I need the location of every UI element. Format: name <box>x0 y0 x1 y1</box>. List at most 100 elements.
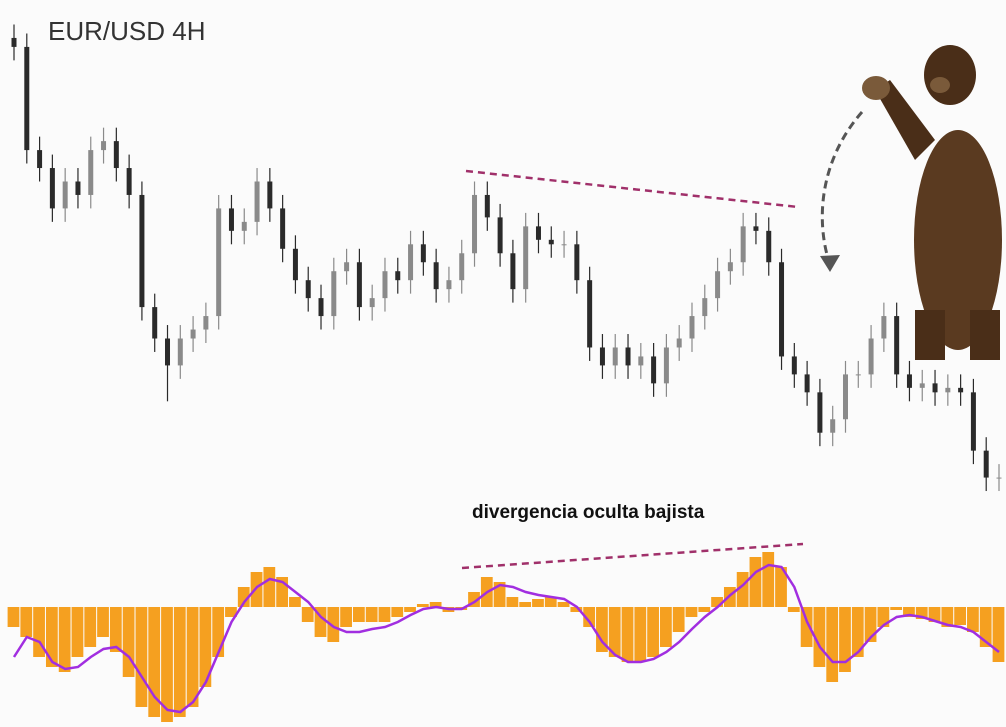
histogram-bar <box>967 607 979 632</box>
candle-body <box>945 387 951 393</box>
candle-body <box>88 150 94 195</box>
candle-body <box>459 253 465 281</box>
candle-body <box>919 383 925 388</box>
candle-body <box>395 271 401 281</box>
histogram-bar <box>941 607 954 627</box>
histogram-bar <box>851 607 864 657</box>
candle-body <box>165 338 171 366</box>
arrow <box>820 111 864 266</box>
histogram-bar <box>416 604 429 607</box>
histogram-bar <box>276 577 289 607</box>
histogram-bar <box>711 597 723 607</box>
candle-body <box>535 226 541 240</box>
candle-body <box>625 347 631 366</box>
macd-panel <box>7 552 1005 722</box>
histogram-bar <box>212 607 225 657</box>
histogram-bar <box>378 607 391 622</box>
histogram-bar <box>813 607 826 667</box>
candle-body <box>766 230 772 263</box>
histogram-bar <box>199 607 212 687</box>
candle-body <box>254 181 260 222</box>
candle-body <box>113 141 119 169</box>
candle-body <box>523 226 529 290</box>
histogram-bar <box>557 602 570 607</box>
candle-body <box>11 37 17 47</box>
histogram-bar <box>979 607 992 647</box>
histogram-bar <box>237 587 250 607</box>
histogram-bar <box>583 607 596 627</box>
candle-body <box>433 262 439 290</box>
candle-body <box>958 387 964 393</box>
candle-body <box>241 221 247 231</box>
histogram-bar <box>903 607 915 617</box>
divergence-line <box>465 169 799 209</box>
candle-body <box>420 244 426 263</box>
candle-body <box>139 194 145 308</box>
histogram-bar <box>45 607 58 667</box>
histogram-bar <box>890 607 903 610</box>
candle-body <box>356 262 362 308</box>
histogram-bar <box>864 607 877 642</box>
histogram-bar <box>928 607 941 622</box>
candle-body <box>267 181 273 209</box>
histogram-bar <box>301 607 314 622</box>
histogram-bar <box>289 597 301 607</box>
histogram-bar <box>161 607 173 722</box>
candle-body <box>24 46 30 151</box>
histogram-bar <box>736 572 749 607</box>
histogram-bar <box>775 567 787 607</box>
histogram-bar <box>787 607 800 612</box>
chart-title: EUR/USD 4H <box>48 16 205 46</box>
candle-body <box>101 141 107 151</box>
histogram-bar <box>225 607 237 617</box>
histogram-bar <box>122 607 135 677</box>
histogram-bar <box>685 607 698 617</box>
candle-body <box>292 248 298 281</box>
candle-body <box>804 374 810 393</box>
candle-body <box>855 374 861 376</box>
histogram-bar <box>596 607 608 652</box>
candle-body <box>715 271 721 299</box>
histogram-bar <box>544 597 557 607</box>
bear <box>862 45 1002 360</box>
histogram-bar <box>634 607 647 662</box>
candle-body <box>791 356 797 375</box>
histogram-bar <box>698 607 711 612</box>
candle-body <box>344 262 350 272</box>
candle-body <box>842 374 848 420</box>
histogram-bar <box>186 607 199 707</box>
candle-body <box>817 392 823 433</box>
histogram-bar <box>621 607 634 662</box>
annotation: divergencia oculta bajista <box>472 502 705 523</box>
histogram-bar <box>429 602 442 607</box>
histogram-bar <box>762 552 775 607</box>
candle-body <box>203 316 209 330</box>
histogram-bar <box>352 607 365 622</box>
candle-body <box>830 419 836 433</box>
histogram-bar <box>506 597 519 607</box>
histogram-bar <box>173 607 186 717</box>
histogram-bar <box>327 607 340 642</box>
histogram-bar <box>404 607 416 612</box>
histogram-bar <box>33 607 45 657</box>
candle-body <box>548 239 554 245</box>
candle-body <box>970 392 976 451</box>
candle-body <box>280 208 286 249</box>
candle-body <box>881 316 887 339</box>
histogram-bar <box>493 582 506 607</box>
candle-body <box>638 356 644 366</box>
candle-body <box>906 374 912 388</box>
candle-body <box>382 271 388 299</box>
candle-body <box>62 181 68 209</box>
histogram-bar <box>20 607 33 637</box>
histogram-bar <box>391 607 404 617</box>
candle-body <box>484 194 490 218</box>
histogram-bar <box>826 607 839 682</box>
histogram-bar <box>97 607 109 637</box>
price-panel <box>11 24 1002 492</box>
candle-body <box>561 244 567 246</box>
candle-body <box>932 383 938 393</box>
candle-body <box>599 347 605 366</box>
histogram-bar <box>7 607 20 627</box>
histogram-bar <box>519 602 532 607</box>
